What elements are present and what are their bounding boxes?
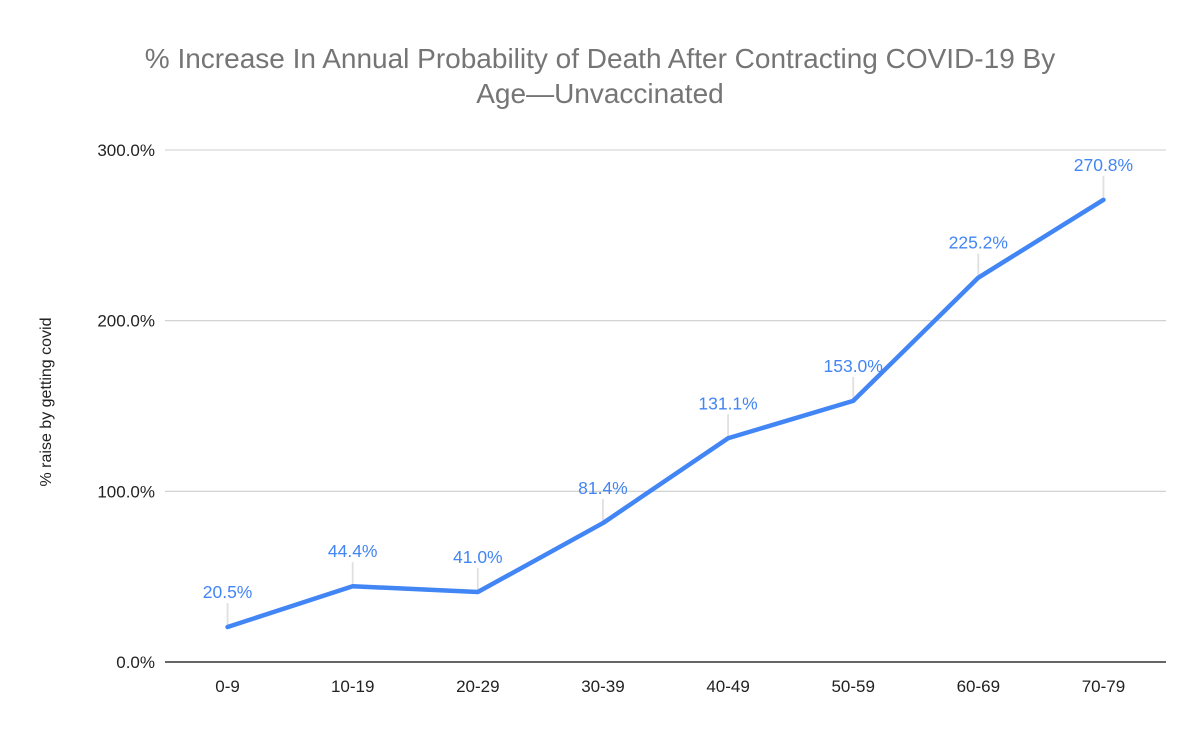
chart-title-line2: Age—Unvaccinated — [476, 78, 724, 109]
x-tick-label: 60-69 — [957, 677, 1000, 696]
data-label: 153.0% — [824, 356, 883, 376]
x-tick-label: 20-29 — [456, 677, 499, 696]
data-label: 270.8% — [1074, 155, 1133, 175]
chart-title: % Increase In Annual Probability of Deat… — [0, 41, 1200, 111]
data-label: 81.4% — [578, 478, 628, 498]
x-tick-label: 40-49 — [706, 677, 749, 696]
x-tick-label: 10-19 — [331, 677, 374, 696]
data-label: 20.5% — [203, 582, 253, 602]
x-tick-label: 0-9 — [215, 677, 240, 696]
data-label: 41.0% — [453, 547, 503, 567]
x-tick-label: 30-39 — [581, 677, 624, 696]
data-label: 131.1% — [698, 393, 757, 413]
data-series-line — [225, 197, 1106, 630]
y-tick-label: 100.0% — [97, 482, 155, 501]
y-tick-label: 200.0% — [97, 312, 155, 331]
chart-title-line1: % Increase In Annual Probability of Deat… — [144, 43, 1056, 74]
x-tick-label: 50-59 — [831, 677, 874, 696]
data-label: 44.4% — [328, 541, 378, 561]
y-tick-label: 0.0% — [116, 653, 155, 672]
y-tick-label: 300.0% — [97, 141, 155, 160]
x-tick-label: 70-79 — [1082, 677, 1125, 696]
data-label: 225.2% — [949, 233, 1008, 253]
